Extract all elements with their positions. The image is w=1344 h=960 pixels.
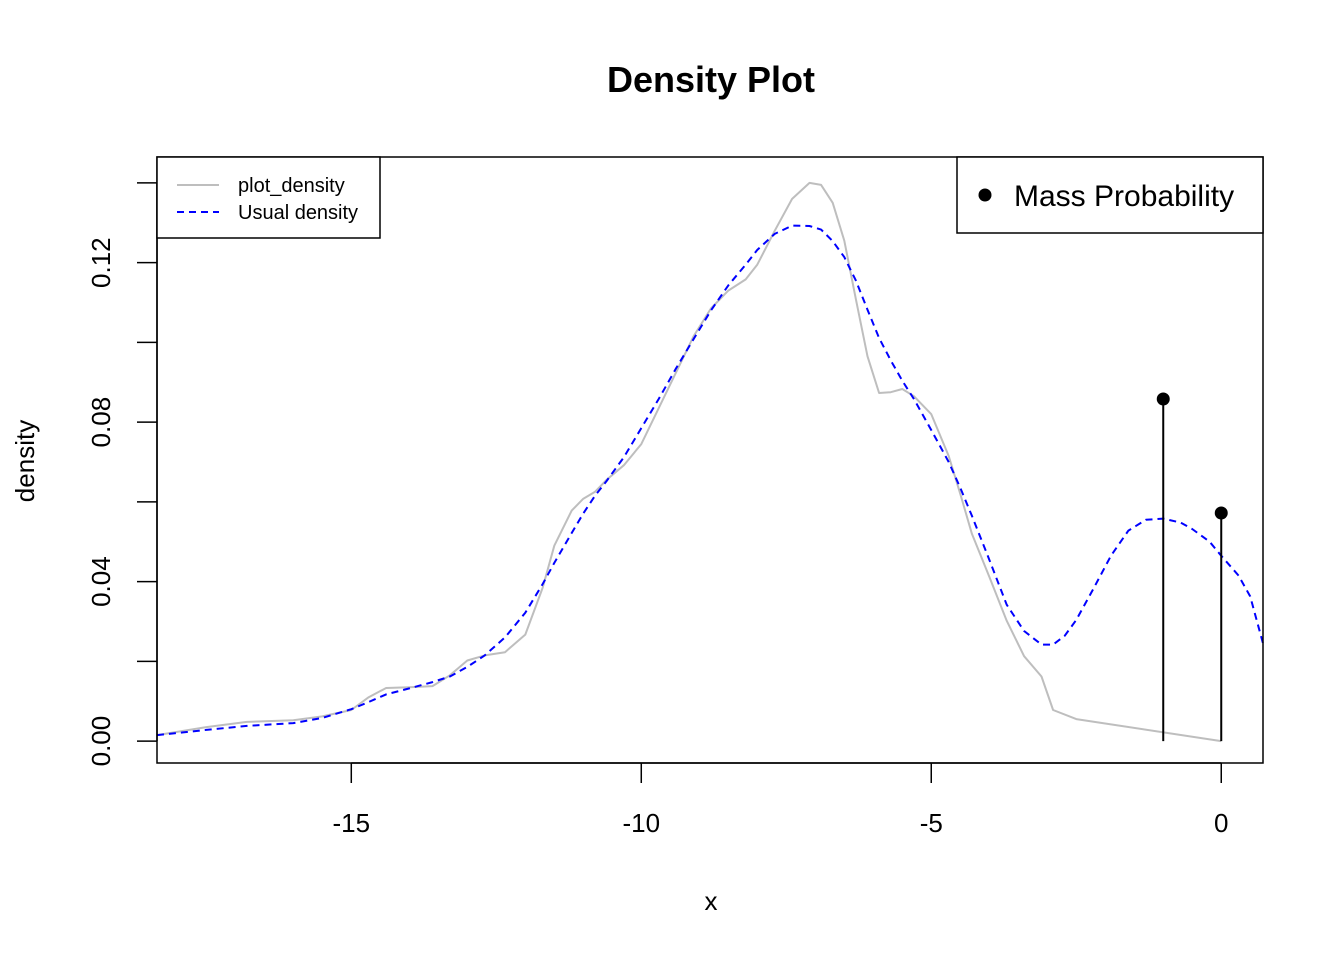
y-tick-label: 0.00 — [86, 716, 116, 767]
series-layer — [156, 181, 1264, 743]
mass-probability-point — [1214, 506, 1228, 520]
x-tick-label: -10 — [622, 808, 660, 838]
y-tick-label: 0.12 — [86, 237, 116, 288]
y-tick-label: 0.08 — [86, 397, 116, 448]
legend-key-mass-probability — [978, 188, 992, 202]
x-axis-label: x — [705, 886, 718, 916]
legend-top-right: Mass Probability — [956, 156, 1264, 234]
y-axis-label: density — [10, 420, 40, 502]
legend-label-usual-density: Usual density — [238, 202, 358, 224]
x-tick-label: -15 — [333, 808, 371, 838]
mass-probability-point — [1156, 392, 1170, 406]
legend-label-plot-density: plot_density — [238, 175, 345, 197]
legend-label-mass-probability: Mass Probability — [1014, 180, 1234, 213]
legend-top-left: plot_density Usual density — [156, 156, 381, 239]
chart-title: Density Plot — [607, 59, 815, 100]
plot-density-line — [156, 181, 1222, 743]
plot-frame — [156, 156, 1264, 764]
legend-box — [156, 156, 381, 239]
x-tick-label: -5 — [920, 808, 943, 838]
usual-density-line — [156, 224, 1264, 737]
y-tick-label: 0.04 — [86, 556, 116, 607]
legend-box — [956, 156, 1264, 234]
axes-layer: -15 -10 -5 0 0.00 0.04 0.08 0.12 — [86, 182, 1228, 838]
x-tick-label: 0 — [1214, 808, 1228, 838]
